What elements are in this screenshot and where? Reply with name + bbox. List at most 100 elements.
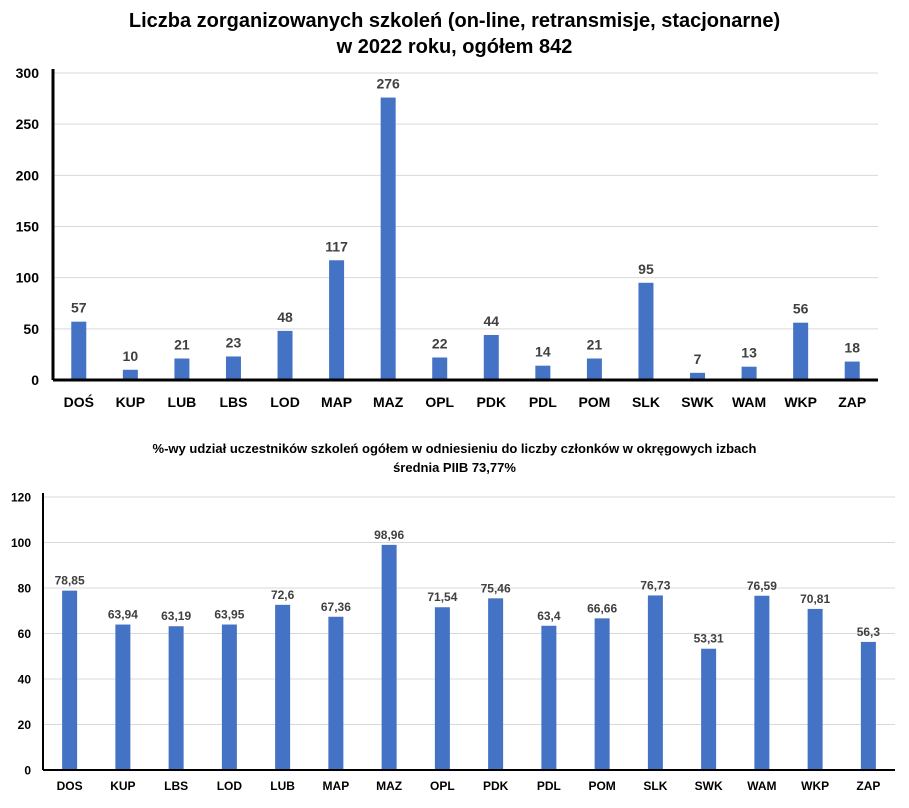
x-tick-label: SLK bbox=[643, 779, 667, 793]
bar bbox=[535, 365, 551, 380]
x-tick-label: KUP bbox=[110, 779, 135, 793]
bar bbox=[741, 366, 757, 380]
data-label: 57 bbox=[71, 300, 87, 316]
data-label: 44 bbox=[483, 313, 499, 329]
chart-title-line1: Liczba zorganizowanych szkoleń (on-line,… bbox=[128, 10, 781, 32]
data-label: 63,4 bbox=[537, 609, 561, 623]
bar bbox=[380, 97, 396, 380]
data-label: 23 bbox=[226, 334, 242, 350]
data-label: 63,19 bbox=[161, 609, 191, 623]
chart-title-line2: w 2022 roku, ogółem 842 bbox=[336, 36, 573, 58]
chart-title-line1: %-wy udział uczestników szkoleń ogółem w… bbox=[152, 441, 757, 456]
y-tick-label: 120 bbox=[11, 490, 31, 504]
chart-title: %-wy udział uczestników szkoleń ogółem w… bbox=[0, 439, 909, 477]
x-tick-label: WAM bbox=[732, 394, 766, 410]
bar bbox=[277, 330, 293, 380]
data-label: 56 bbox=[793, 301, 809, 317]
bar bbox=[225, 356, 241, 380]
data-label: 13 bbox=[741, 345, 757, 361]
x-tick-label: LUB bbox=[168, 394, 197, 410]
x-tick-label: POM bbox=[588, 779, 615, 793]
x-tick-label: PDL bbox=[529, 394, 557, 410]
data-label: 67,36 bbox=[321, 600, 351, 614]
x-tick-label: KUP bbox=[116, 394, 146, 410]
y-tick-label: 100 bbox=[11, 536, 31, 550]
bar bbox=[844, 361, 860, 380]
data-label: 98,96 bbox=[374, 528, 404, 542]
y-tick-label: 50 bbox=[23, 321, 39, 337]
y-tick-label: 0 bbox=[31, 372, 39, 388]
x-tick-label: OPL bbox=[425, 394, 454, 410]
bar bbox=[62, 590, 78, 770]
bar bbox=[483, 334, 499, 380]
bar bbox=[754, 595, 770, 770]
data-label: 76,59 bbox=[747, 579, 777, 593]
bar bbox=[434, 607, 450, 770]
data-label: 14 bbox=[535, 344, 551, 360]
data-label: 10 bbox=[123, 348, 139, 364]
y-tick-label: 200 bbox=[16, 167, 40, 183]
bar bbox=[807, 608, 823, 770]
y-tick-label: 0 bbox=[24, 763, 31, 777]
x-tick-label: WAM bbox=[747, 779, 776, 793]
data-label: 66,66 bbox=[587, 601, 617, 615]
bar bbox=[122, 369, 138, 380]
data-label: 53,31 bbox=[694, 632, 724, 646]
data-label: 48 bbox=[277, 309, 293, 325]
x-tick-label: SWK bbox=[695, 779, 723, 793]
x-tick-label: LBS bbox=[219, 394, 247, 410]
x-tick-label: MAP bbox=[321, 394, 352, 410]
data-label: 18 bbox=[844, 340, 860, 356]
y-tick-label: 20 bbox=[18, 718, 32, 732]
x-tick-label: LOD bbox=[270, 394, 300, 410]
x-tick-label: ZAP bbox=[838, 394, 866, 410]
bar bbox=[381, 544, 397, 770]
x-tick-label: POM bbox=[578, 394, 610, 410]
x-tick-label: WKP bbox=[801, 779, 829, 793]
bar bbox=[541, 625, 557, 770]
chart-udzial: 0 20 40 60 80 100 120 78,85 DOS 63,94 KUP 63,19 LBS 6… bbox=[0, 434, 909, 808]
data-label: 71,54 bbox=[427, 590, 457, 604]
x-tick-label: LUB bbox=[270, 779, 295, 793]
x-tick-label: SLK bbox=[632, 394, 660, 410]
y-tick-label: 250 bbox=[16, 116, 40, 132]
bar bbox=[432, 357, 448, 380]
x-tick-label: LOD bbox=[217, 779, 243, 793]
y-tick-label: 80 bbox=[18, 581, 32, 595]
bar bbox=[221, 624, 237, 770]
bar bbox=[168, 626, 184, 770]
x-tick-label: DOŚ bbox=[64, 393, 94, 410]
data-label: 276 bbox=[376, 76, 400, 92]
bar bbox=[488, 598, 504, 770]
x-tick-label: PDK bbox=[477, 394, 507, 410]
x-tick-label: PDL bbox=[537, 779, 561, 793]
x-tick-label: WKP bbox=[784, 394, 817, 410]
bar bbox=[275, 604, 291, 770]
chart-udzial-plot: 0 20 40 60 80 100 120 78,85 DOS 63,94 KUP 63,19 LBS 6… bbox=[11, 490, 895, 793]
y-tick-label: 150 bbox=[16, 219, 40, 235]
data-label: 63,94 bbox=[108, 608, 138, 622]
x-tick-label: LBS bbox=[164, 779, 188, 793]
y-tick-label: 300 bbox=[16, 65, 40, 81]
chart-title-line2: średnia PIIB 73,77% bbox=[393, 460, 516, 475]
x-tick-label: SWK bbox=[681, 394, 714, 410]
bar bbox=[860, 641, 876, 770]
data-label: 76,73 bbox=[640, 578, 670, 592]
data-label: 78,85 bbox=[55, 574, 85, 588]
chart-szkolenia-plot: 0 50 100 150 200 250 300 57 DOŚ 10 KUP 21 LUB 23 LBS 48… bbox=[16, 65, 878, 410]
data-label: 75,46 bbox=[481, 581, 511, 595]
bar bbox=[586, 358, 602, 380]
bar bbox=[115, 624, 131, 770]
data-label: 7 bbox=[694, 351, 702, 367]
data-label: 63,95 bbox=[214, 608, 244, 622]
bar bbox=[594, 618, 610, 770]
chart-title: Liczba zorganizowanych szkoleń (on-line,… bbox=[0, 8, 909, 60]
data-label: 117 bbox=[325, 238, 348, 254]
data-label: 95 bbox=[638, 261, 654, 277]
y-tick-label: 100 bbox=[16, 270, 40, 286]
x-tick-label: MAZ bbox=[376, 779, 402, 793]
bar bbox=[638, 282, 654, 380]
y-tick-label: 60 bbox=[18, 627, 32, 641]
y-tick-label: 40 bbox=[18, 672, 32, 686]
data-label: 22 bbox=[432, 335, 448, 351]
